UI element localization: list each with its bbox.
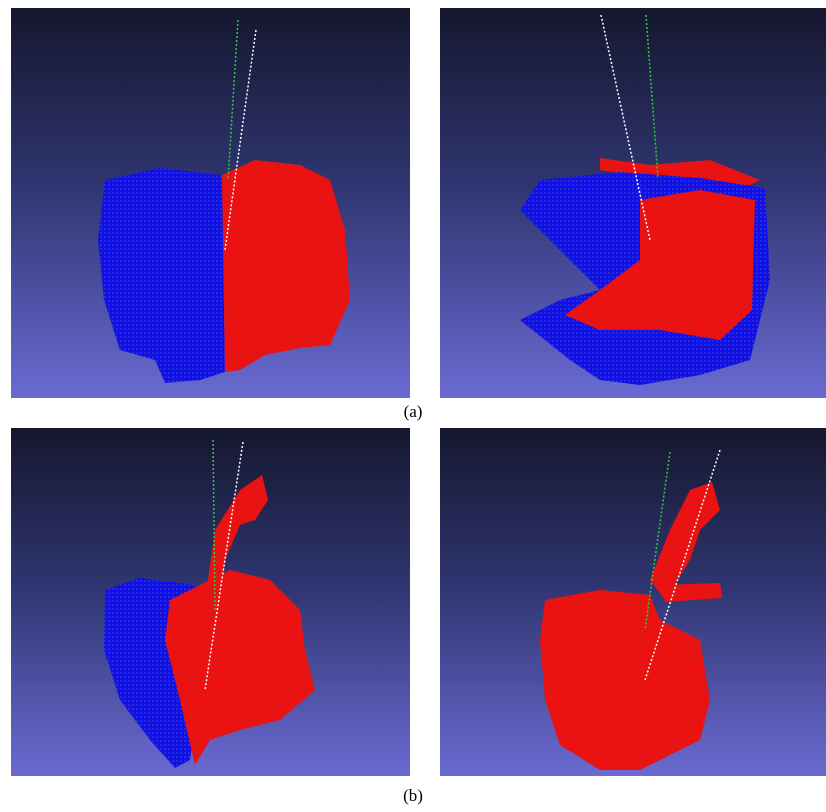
render-panel [11,428,410,776]
render-panel [440,8,826,398]
render-panel [11,8,410,398]
render-panel [440,428,826,776]
figure: (a) (b) [0,0,826,812]
panel-label: (a) [404,402,423,421]
panel-label: (b) [403,786,423,805]
